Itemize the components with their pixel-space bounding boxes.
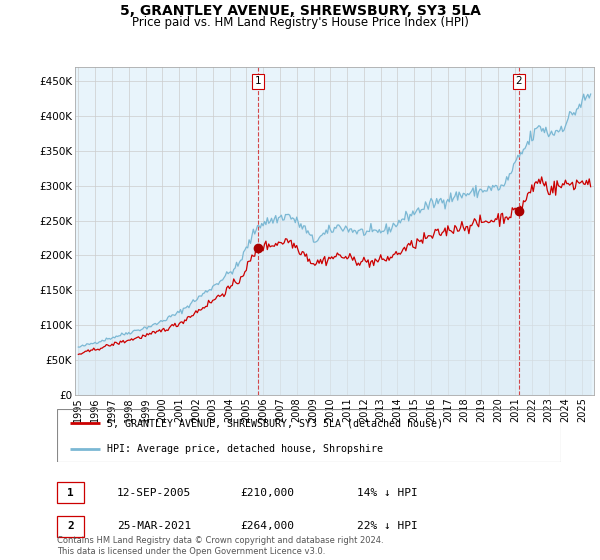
Text: 1: 1 [67, 488, 74, 498]
Text: 14% ↓ HPI: 14% ↓ HPI [357, 488, 418, 498]
Text: £210,000: £210,000 [240, 488, 294, 498]
Text: 2: 2 [515, 76, 522, 86]
Text: 5, GRANTLEY AVENUE, SHREWSBURY, SY3 5LA (detached house): 5, GRANTLEY AVENUE, SHREWSBURY, SY3 5LA … [107, 418, 443, 428]
Text: 2: 2 [67, 521, 74, 531]
Text: 12-SEP-2005: 12-SEP-2005 [117, 488, 191, 498]
Text: HPI: Average price, detached house, Shropshire: HPI: Average price, detached house, Shro… [107, 444, 383, 454]
Text: 22% ↓ HPI: 22% ↓ HPI [357, 521, 418, 531]
Text: 25-MAR-2021: 25-MAR-2021 [117, 521, 191, 531]
Text: Price paid vs. HM Land Registry's House Price Index (HPI): Price paid vs. HM Land Registry's House … [131, 16, 469, 29]
Text: 5, GRANTLEY AVENUE, SHREWSBURY, SY3 5LA: 5, GRANTLEY AVENUE, SHREWSBURY, SY3 5LA [119, 4, 481, 18]
Text: Contains HM Land Registry data © Crown copyright and database right 2024.
This d: Contains HM Land Registry data © Crown c… [57, 536, 383, 556]
Text: 1: 1 [255, 76, 262, 86]
Text: £264,000: £264,000 [240, 521, 294, 531]
